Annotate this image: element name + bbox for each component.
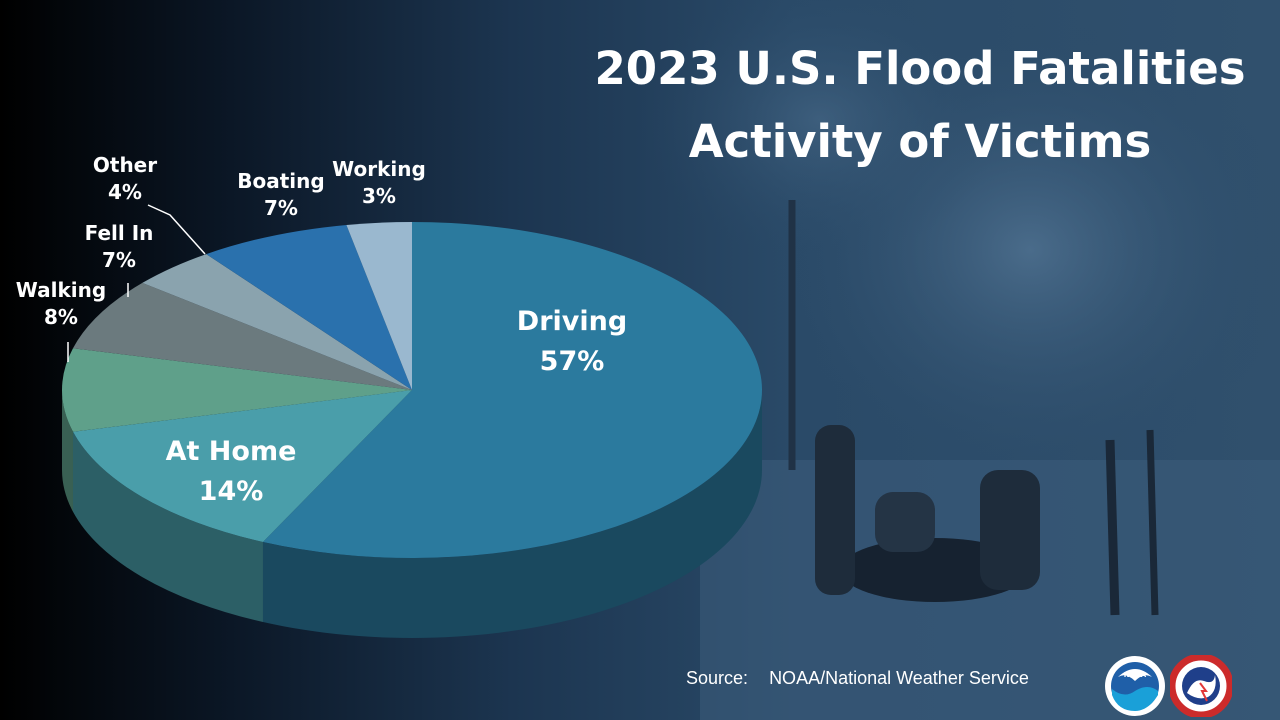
slice-label-driving: Driving 57% [497,302,647,382]
pie-slice-boating [206,224,412,390]
slice-label-working: Working 3% [324,156,434,210]
pie-top [61,222,762,558]
chart-title-line-1: 2023 U.S. Flood Fatalities [594,42,1246,95]
leader-lines [67,204,206,362]
slice-label-name: Working [332,157,426,181]
pie-slice-fell-in [72,282,412,390]
slice-label-fell-in: Fell In 7% [74,220,164,274]
chart-title-line-2: Activity of Victims [688,115,1152,168]
tree-canopy-shape [640,0,1000,260]
tree-trunk [1105,439,1120,616]
slice-label-at-home: At Home 14% [146,432,316,512]
pie-side-walking [62,390,73,512]
pie-slice-other [142,254,412,390]
nws-logo [1170,655,1232,717]
slice-label-name: Fell In [84,221,154,245]
noaa-logo: NOAA [1105,656,1165,716]
slice-label-name: Driving [516,306,628,337]
pie-side-walls [62,390,762,638]
source-label: Source: [686,668,749,688]
slice-label-name: At Home [165,436,297,467]
slice-label-value: 7% [264,196,298,220]
pie-slice-at-home [72,390,412,543]
slice-label-value: 3% [362,184,396,208]
source-credit: Source: NOAA/National Weather Service [686,668,1029,689]
slice-label-value: 57% [539,346,605,377]
slice-label-boating: Boating 7% [226,168,336,222]
rescuer-figure [815,425,855,595]
slice-label-value: 14% [198,476,264,507]
source-text: NOAA/National Weather Service [769,668,1029,688]
pie-slice-working [346,222,412,390]
slice-label-other: Other 4% [80,152,170,206]
leader-line-other [147,204,206,255]
noaa-logo-text: NOAA [1124,671,1147,679]
rescuer-figure [980,470,1040,590]
rescuer-figure [875,492,935,552]
slice-label-name: Walking [15,278,107,302]
slice-label-name: Other [92,153,158,177]
pie-side-at-home [72,431,263,623]
slice-label-value: 7% [102,248,136,272]
slice-label-walking: Walking 8% [6,277,116,331]
slice-label-value: 8% [44,305,78,329]
pie-slice-walking [61,348,412,432]
tree-trunk [1146,429,1159,616]
pie-slice-driving [262,222,762,558]
slice-label-value: 4% [108,180,142,204]
slice-label-name: Boating [237,169,325,193]
pie-side-driving [262,390,762,638]
